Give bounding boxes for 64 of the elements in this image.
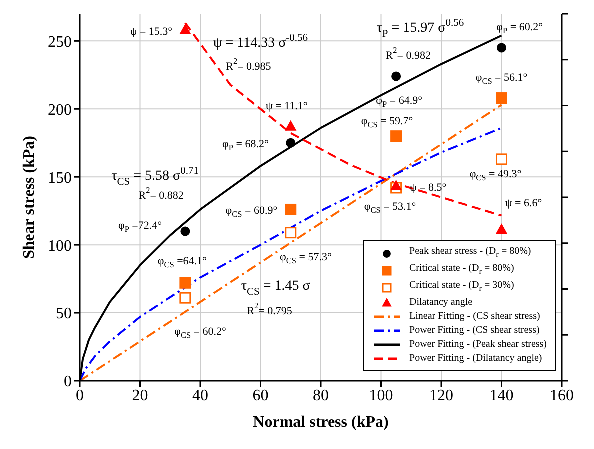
annotation: R$^{2}$= 0.985 xyxy=(226,57,272,73)
data-label: ψ = 8.5° xyxy=(410,182,447,194)
x-tick-label: 0 xyxy=(76,387,84,404)
y-tick-label: 50 xyxy=(56,306,72,323)
legend-label: Critical state - (D$_{r}$ = 80%) xyxy=(410,262,514,278)
x-tick-label: 160 xyxy=(550,387,574,404)
legend-label: Power Fitting - (Peak shear stress) xyxy=(410,338,547,352)
annotation: R$^{2}$= 0.795 xyxy=(247,302,293,318)
annotation: φ$_{CS}$ = 60.2° xyxy=(174,326,226,340)
annotation: φ$_{P}$ = 64.9° xyxy=(376,94,422,110)
data-label: ψ = 15.3° xyxy=(130,26,173,38)
y-tick-label: 150 xyxy=(48,170,72,187)
point xyxy=(390,180,402,191)
legend-label: Critical state - (D$_{r}$ = 30%) xyxy=(410,279,514,295)
legend-label: Power Fitting - (Dilatancy angle) xyxy=(410,352,542,366)
data-label: ψ = 6.6° xyxy=(505,197,542,210)
x-tick-label: 80 xyxy=(313,387,329,404)
point xyxy=(392,72,402,82)
point xyxy=(390,130,402,142)
annotation: φ$_{CS}$ = 60.9° xyxy=(226,204,278,220)
annotation: R$^{2}$= 0.882 xyxy=(138,186,184,202)
annotation: φ$_{P}$ = 60.2° xyxy=(496,21,543,36)
annotation: φ$_{P}$ =72.4° xyxy=(118,220,162,234)
annotation: R$^{2}$= 0.982 xyxy=(386,46,431,62)
x-tick-label: 60 xyxy=(252,387,269,404)
y-tick-label: 100 xyxy=(48,238,72,255)
legend-label: Peak shear stress - (D$_{r}$ = 80%) xyxy=(410,245,532,261)
x-tick-label: 100 xyxy=(369,387,394,404)
point xyxy=(180,24,191,35)
y-tick-label: 0 xyxy=(64,374,72,391)
point xyxy=(180,226,190,236)
annotation: φ$_{CS}$ =64.1° xyxy=(158,254,207,270)
annotation: τ$_{CS}$ = 1.45 σ xyxy=(241,279,311,298)
legend-label: Power Fitting - (CS shear stress) xyxy=(410,324,540,338)
point xyxy=(496,154,508,166)
point xyxy=(285,204,297,216)
point xyxy=(285,120,296,131)
point xyxy=(496,92,508,104)
data-label: ψ = 11.1° xyxy=(266,100,308,112)
annotation: φ$_{CS}$ = 49.3° xyxy=(470,168,522,183)
y-tick-label: 200 xyxy=(48,102,72,119)
x-tick-label: 140 xyxy=(490,387,514,404)
point xyxy=(497,43,506,53)
annotation: φ$_{CS}$ = 59.7° xyxy=(361,114,414,130)
annotation: φ$_{CS}$ = 57.3° xyxy=(280,250,332,266)
annotation: φ$_{CS}$ = 53.1° xyxy=(364,200,416,216)
y-tick-label: 250 xyxy=(48,34,72,51)
legend-label: Linear Fitting - (CS shear stress) xyxy=(410,310,540,324)
point xyxy=(180,292,192,304)
annotation: φ$_{CS}$ = 56.1° xyxy=(476,71,528,86)
x-tick-label: 120 xyxy=(430,387,454,404)
legend-label: Dilatancy angle xyxy=(410,296,473,310)
annotation: φ$_{P}$ = 68.2° xyxy=(222,138,269,153)
point xyxy=(180,277,192,289)
annotation: τ$_{P}$ = 15.97 σ$^{0.56}$ xyxy=(376,18,464,40)
y-axis-title: Shear stress (kPa) xyxy=(20,136,38,259)
x-tick-label: 40 xyxy=(192,387,208,404)
point xyxy=(496,224,508,234)
annotation: τ$_{CS}$ = 5.58 σ$^{0.71}$ xyxy=(112,166,199,188)
point xyxy=(285,227,297,239)
annotation: ψ = 114.33 σ$^{-0.56}$ xyxy=(213,32,308,52)
x-axis-title: Normal stress (kPa) xyxy=(253,414,389,431)
x-tick-label: 20 xyxy=(132,387,148,404)
point xyxy=(286,138,296,148)
